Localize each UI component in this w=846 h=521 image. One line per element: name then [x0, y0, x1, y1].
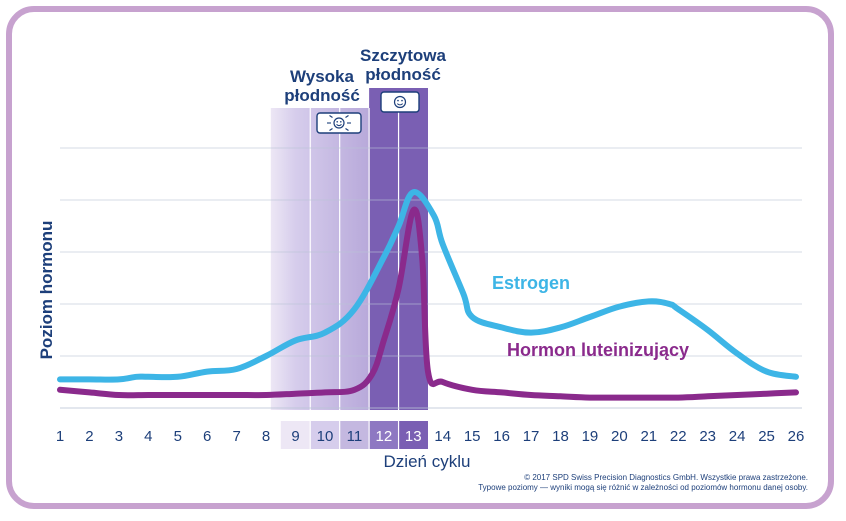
x-tick-label: 6	[203, 428, 211, 445]
zone-peak-title-line1: Szczytowa	[360, 46, 447, 65]
chart-frame	[6, 6, 834, 509]
tick-cell-peak	[398, 421, 428, 449]
x-tick-label: 11	[347, 428, 363, 445]
series-label-estrogen: Estrogen	[492, 273, 570, 293]
x-tick-label: 23	[699, 428, 716, 445]
x-tick-label: 5	[174, 428, 182, 445]
tick-cell-high	[280, 421, 311, 449]
copyright-line-2: Typowe poziomy — wyniki mogą się różnić …	[478, 483, 808, 492]
x-tick-label: 8	[262, 428, 270, 445]
series-line-lh	[57, 206, 799, 401]
x-tick-label: 1	[56, 428, 64, 445]
x-tick-label: 14	[434, 428, 451, 445]
tick-cell-high	[339, 421, 370, 449]
x-tick-label: 13	[405, 428, 422, 445]
zone-high-band	[270, 108, 370, 410]
series-lines	[57, 189, 799, 401]
tick-cell-peak	[369, 421, 399, 449]
zone-high-title-line2: płodność	[284, 86, 360, 105]
x-tick-label: 7	[232, 428, 240, 445]
smiley-shining-icon	[316, 112, 362, 134]
x-tick-label: 25	[758, 428, 775, 445]
x-tick-label: 2	[85, 428, 93, 445]
x-tick-label: 4	[144, 428, 152, 445]
x-tick-label: 17	[523, 428, 540, 445]
series-label-lh: Hormon luteinizujący	[507, 340, 689, 360]
y-axis-label: Poziom hormonu	[37, 221, 56, 360]
x-tick-label: 24	[729, 428, 746, 445]
zone-peak-title-line2: płodność	[365, 65, 441, 84]
x-tick-labels: 1 2 3 4 5 6 7 8 9 10 11 12 13 14 15 16 17 18 19 20 21 22 23 24 2…	[56, 428, 805, 445]
x-axis-label: Dzień cyklu	[384, 452, 471, 471]
x-tick-label: 20	[611, 428, 628, 445]
x-tick-label: 10	[317, 428, 334, 445]
gridlines	[60, 147, 802, 409]
series-line-estrogen	[57, 189, 799, 383]
copyright-line-1: © 2017 SPD Swiss Precision Diagnostics G…	[524, 473, 808, 482]
x-tick-label: 9	[291, 428, 299, 445]
smiley-icon	[380, 91, 420, 113]
x-tick-label: 12	[375, 428, 392, 445]
x-tick-label: 21	[640, 428, 657, 445]
tick-cell-high	[310, 421, 340, 449]
x-tick-label: 22	[670, 428, 687, 445]
x-tick-label: 3	[115, 428, 123, 445]
x-tick-label: 15	[464, 428, 481, 445]
zone-high-title-line1: Wysoka	[290, 67, 354, 86]
x-tick-label: 16	[493, 428, 510, 445]
x-tick-label: 18	[552, 428, 569, 445]
x-tick-label: 19	[582, 428, 599, 445]
x-tick-label: 26	[788, 428, 805, 445]
